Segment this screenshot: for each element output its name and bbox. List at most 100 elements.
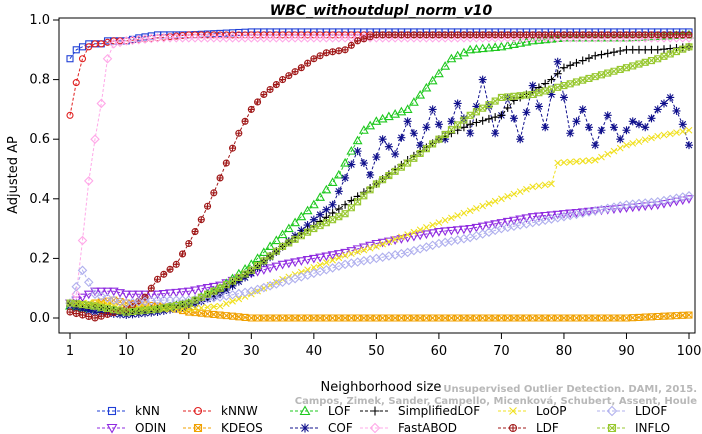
data-point-loop <box>573 158 580 165</box>
data-point-cof <box>591 141 600 150</box>
data-point-kdeos <box>379 314 387 322</box>
data-point-inflo <box>141 306 149 314</box>
data-point-simplifiedlof <box>566 61 575 70</box>
data-point-inflo <box>272 247 280 255</box>
data-point-inflo <box>191 296 199 304</box>
data-point-odin <box>258 266 269 275</box>
data-point-inflo <box>466 111 474 119</box>
data-point-lof <box>371 116 382 125</box>
legend-item-knnw: kNNW <box>183 404 258 418</box>
data-point-ldf <box>153 275 162 283</box>
data-point-inflo <box>366 186 374 194</box>
data-point-loop <box>510 190 518 198</box>
data-point-fastabod <box>202 33 213 43</box>
data-point-ldf <box>160 270 168 278</box>
data-point-loop <box>166 305 174 313</box>
data-point-simplifiedlof <box>459 123 468 132</box>
data-point-inflo <box>291 235 299 243</box>
data-point-loop <box>460 209 468 217</box>
data-point-inflo <box>554 83 562 91</box>
y-tick-label: 0.6 <box>29 132 50 147</box>
data-point-odin <box>321 252 332 262</box>
data-point-simplifiedlof <box>609 48 618 57</box>
data-point-simplifiedlof <box>541 79 550 88</box>
data-point-fastabod <box>83 176 94 186</box>
data-point-odin <box>271 262 282 272</box>
data-point-cof <box>78 305 87 314</box>
data-point-cof <box>659 99 668 108</box>
data-point-inflo <box>479 104 487 112</box>
data-point-loop <box>560 159 568 166</box>
data-point-loop <box>222 300 230 308</box>
data-point-ldf <box>247 105 255 113</box>
data-point-ldf <box>335 47 343 55</box>
data-point-cof <box>334 187 343 196</box>
data-point-loop <box>229 297 236 305</box>
data-point-ldf <box>272 81 280 89</box>
data-point-loop <box>341 252 349 259</box>
data-point-odin <box>427 229 438 238</box>
data-point-inflo <box>128 307 137 315</box>
data-point-kdeos <box>479 314 487 322</box>
legend: kNN ODIN kNNW KDEOS LOF COF SimplifiedLOF FastA… <box>97 404 670 434</box>
data-point-odin <box>552 210 563 220</box>
data-point-ldf <box>197 216 205 224</box>
y-tick-label: 0.0 <box>29 311 50 326</box>
data-point-ldf <box>97 312 105 320</box>
data-point-odin <box>465 225 476 234</box>
data-point-lof <box>333 169 344 179</box>
data-point-loop <box>354 248 362 256</box>
data-point-loop <box>272 278 280 286</box>
data-point-cof <box>391 150 400 159</box>
data-point-cof <box>484 102 493 111</box>
data-point-cof <box>641 123 650 132</box>
data-point-inflo <box>279 242 287 251</box>
data-point-ldf <box>597 31 606 39</box>
data-point-cof <box>522 108 531 117</box>
data-point-ldof <box>171 295 182 305</box>
data-point-ldf <box>666 31 674 39</box>
data-point-odin <box>96 287 107 297</box>
data-point-inflo <box>629 62 637 70</box>
data-point-inflo <box>610 67 618 75</box>
data-point-inflo <box>485 101 493 109</box>
data-point-fastabod <box>315 33 325 43</box>
data-point-cof <box>322 205 331 214</box>
data-point-simplifiedlof <box>597 50 606 59</box>
data-point-ldf <box>91 314 99 322</box>
data-point-cof <box>447 117 456 126</box>
data-point-ldf <box>572 31 581 39</box>
data-point-odin <box>196 285 207 294</box>
data-point-ldf <box>635 31 643 39</box>
data-point-ldf <box>504 31 512 39</box>
data-point-inflo <box>547 85 555 93</box>
data-point-ldf <box>654 31 662 39</box>
data-point-ldf <box>404 31 412 39</box>
data-point-inflo <box>660 52 668 60</box>
data-point-cof <box>685 141 693 150</box>
data-point-cof <box>472 102 481 111</box>
data-point-lof <box>327 177 338 186</box>
data-point-ldof <box>96 291 107 301</box>
data-point-inflo <box>541 87 549 95</box>
data-point-inflo <box>641 58 649 66</box>
data-point-lof <box>396 106 407 116</box>
data-point-loop <box>329 256 336 264</box>
data-point-simplifiedlof <box>491 113 500 122</box>
data-point-cof <box>84 306 93 315</box>
data-point-inflo <box>535 89 543 97</box>
data-point-loop <box>585 157 593 164</box>
data-point-lof <box>290 217 301 227</box>
data-point-loop <box>666 130 674 138</box>
data-point-fastabod <box>209 33 219 43</box>
data-point-loop <box>679 128 687 135</box>
data-point-ldf <box>541 31 549 39</box>
data-point-cof <box>678 120 687 129</box>
data-point-cof <box>616 135 625 144</box>
data-point-cof <box>584 123 593 132</box>
data-point-ldf <box>310 55 318 63</box>
data-point-odin <box>296 257 307 266</box>
data-point-simplifiedlof <box>559 63 568 72</box>
data-point-fastabod <box>290 33 300 43</box>
data-point-simplifiedlof <box>478 116 487 125</box>
